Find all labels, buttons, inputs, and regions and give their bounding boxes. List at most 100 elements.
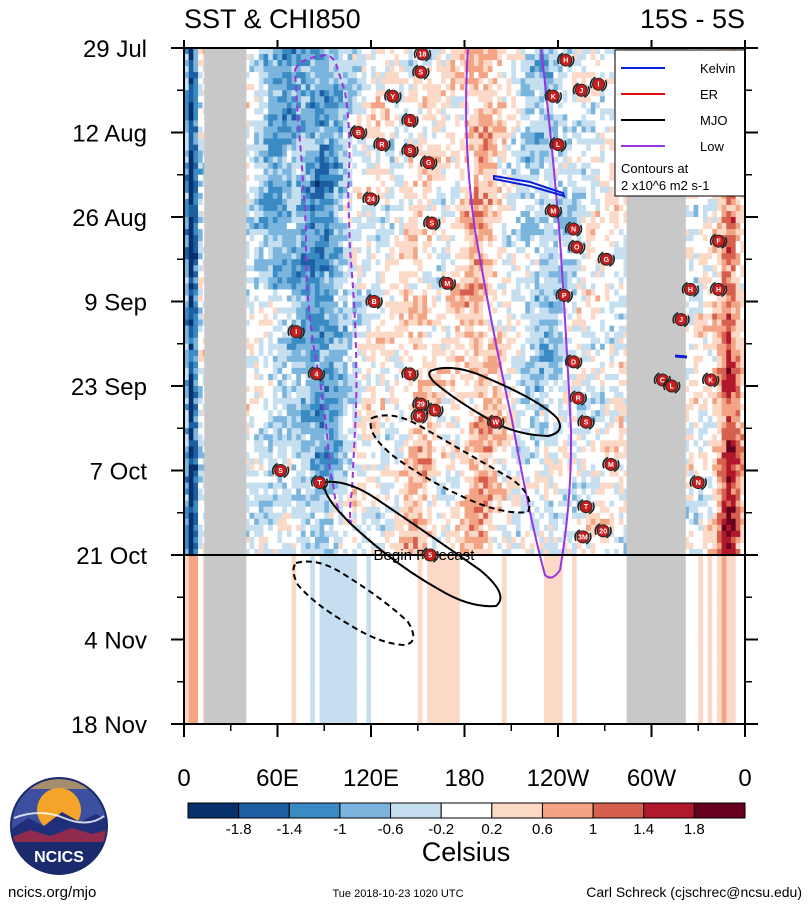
heatmap-cell [572,186,578,194]
heatmap-cell [184,289,190,297]
heatmap-cell [740,283,745,291]
heatmap-cell [562,186,568,194]
heatmap-cell [417,96,424,103]
heatmap-cell [422,229,428,236]
heatmap-cell [296,84,302,91]
heatmap-cell [473,84,480,91]
heatmap-cell [399,66,405,73]
heatmap-cell [520,156,526,164]
heatmap-cell [272,283,279,291]
heatmap-cell [590,66,596,73]
heatmap-cell [506,162,512,170]
heatmap-cell [455,247,461,254]
heatmap-cell [548,102,554,109]
heatmap-cell [464,180,470,188]
heatmap-cell [581,204,587,212]
heatmap-cell [609,204,615,212]
heatmap-cell [408,210,414,218]
heatmap-cell [529,156,536,164]
heatmap-cell [291,198,297,206]
heatmap-cell [511,132,517,140]
heatmap-cell [403,84,409,91]
heatmap-cell [366,241,372,248]
heatmap-cell [520,210,526,218]
heatmap-cell [319,253,325,260]
heatmap-cell [478,223,484,230]
heatmap-cell [375,90,381,97]
heatmap-cell [347,192,353,200]
heatmap-cell [730,204,737,212]
heatmap-cell [282,235,288,242]
heatmap-cell [394,192,400,200]
heatmap-cell [389,114,395,122]
heatmap-cell [244,66,251,73]
heatmap-cell [417,204,424,212]
heatmap-cell [688,210,695,218]
heatmap-cell [590,186,596,194]
heatmap-cell [520,241,526,248]
heatmap-cell [604,217,611,224]
heatmap-cell [338,289,344,297]
heatmap-cell [483,253,489,260]
heatmap-cell [272,60,279,67]
heatmap-cell [413,289,419,297]
heatmap-cell [399,78,405,85]
heatmap-cell [352,144,358,152]
heatmap-cell [487,126,494,134]
heatmap-cell [543,259,550,266]
heatmap-cell [609,198,615,206]
heatmap-cell [282,289,288,297]
heatmap-cell [740,198,745,206]
heatmap-cell [417,253,424,260]
heatmap-cell [520,217,526,224]
heatmap-cell [272,241,279,248]
heatmap-cell [515,156,522,164]
heatmap-cell [469,295,475,303]
heatmap-cell [487,289,494,297]
heatmap-cell [469,102,475,109]
heatmap-cell [487,72,494,79]
heatmap-cell [604,289,611,297]
heatmap-cell [473,210,480,218]
heatmap-cell [726,235,732,242]
heatmap-cell [483,265,489,272]
heatmap-cell [249,90,255,97]
heatmap-cell [314,114,321,122]
heatmap-cell [567,120,573,128]
heatmap-cell [319,223,325,230]
heatmap-cell [586,229,592,236]
heatmap-cell [511,186,517,194]
heatmap-cell [469,60,475,67]
heatmap-cell [558,156,564,164]
heatmap-cell [310,210,316,218]
heatmap-cell [356,96,363,103]
heatmap-cell [286,72,293,79]
heatmap-cell [184,186,190,194]
heatmap-cell [469,132,475,140]
heatmap-cell [286,277,293,284]
heatmap-cell [595,204,601,212]
heatmap-cell [511,180,517,188]
heatmap-cell [441,259,447,266]
heatmap-cell [469,156,475,164]
heatmap-cell [497,253,503,260]
heatmap-cell [609,114,615,122]
heatmap-cell [385,259,391,266]
heatmap-cell [455,198,461,206]
heatmap-cell [590,138,596,146]
heatmap-cell [403,223,409,230]
heatmap-cell [492,144,498,152]
heatmap-cell [300,289,307,297]
heatmap-cell [272,247,279,254]
heatmap-cell [436,54,442,61]
heatmap-cell [333,138,339,146]
heatmap-cell [314,223,321,230]
heatmap-cell [338,277,344,284]
heatmap-cell [455,126,461,134]
heatmap-cell [193,283,199,291]
heatmap-cell [361,96,367,103]
heatmap-cell [431,198,438,206]
heatmap-cell [735,283,741,291]
heatmap-cell [581,102,587,109]
heatmap-cell [464,102,470,109]
